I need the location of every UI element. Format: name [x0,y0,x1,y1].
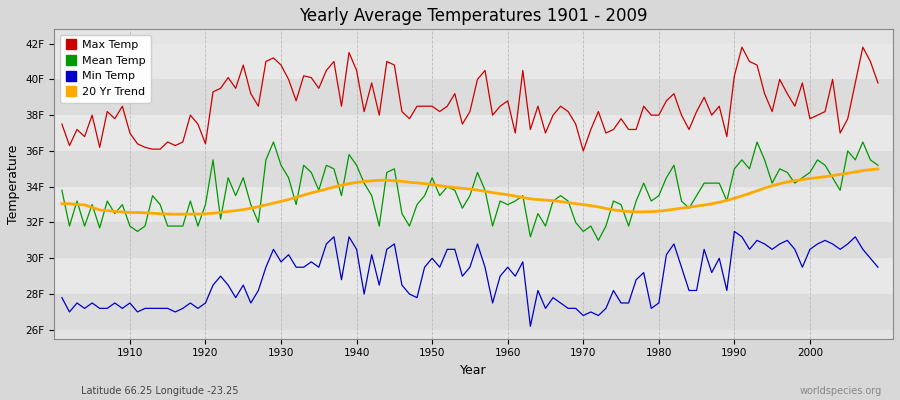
Text: Latitude 66.25 Longitude -23.25: Latitude 66.25 Longitude -23.25 [81,386,239,396]
X-axis label: Year: Year [461,364,487,377]
Text: worldspecies.org: worldspecies.org [800,386,882,396]
Title: Yearly Average Temperatures 1901 - 2009: Yearly Average Temperatures 1901 - 2009 [300,7,648,25]
Bar [54,44,893,79]
Bar [54,187,893,222]
Bar [54,258,893,294]
Y-axis label: Temperature: Temperature [7,144,20,224]
Bar [54,151,893,187]
Bar [54,79,893,115]
Bar [54,222,893,258]
Legend: Max Temp, Mean Temp, Min Temp, 20 Yr Trend: Max Temp, Mean Temp, Min Temp, 20 Yr Tre… [60,35,151,103]
Bar [54,115,893,151]
Bar [54,294,893,330]
